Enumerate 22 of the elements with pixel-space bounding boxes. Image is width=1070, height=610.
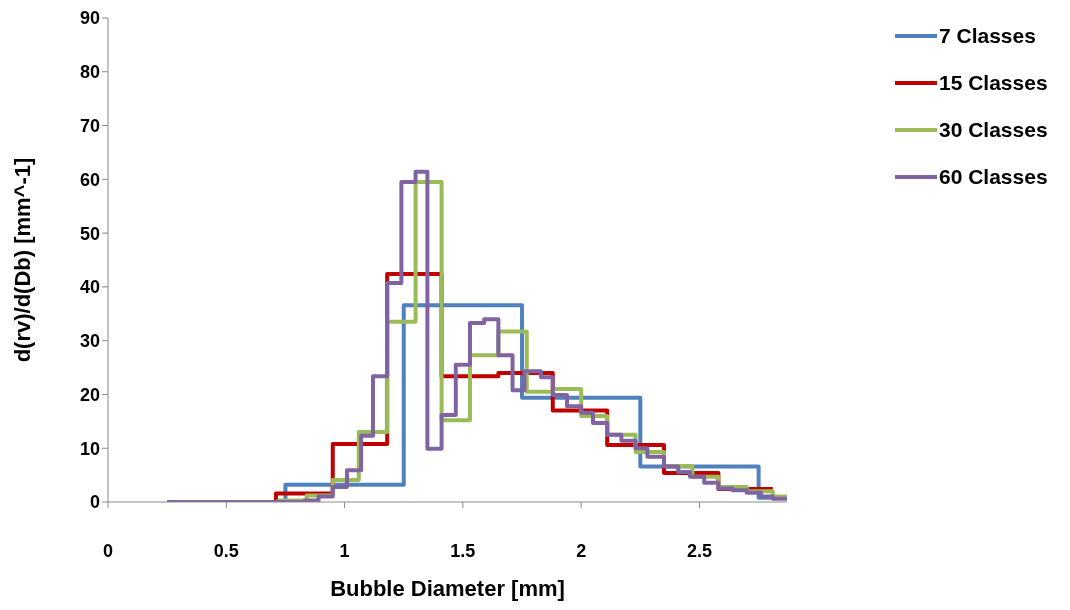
y-tick-label: 90: [79, 8, 100, 29]
x-tick-label: 2: [576, 540, 587, 561]
y-tick-label: 0: [89, 492, 100, 513]
x-tick-label: 1.5: [450, 540, 476, 561]
x-tick-label: 1: [339, 540, 350, 561]
y-tick-label: 60: [79, 169, 100, 190]
legend-label: 7 Classes: [939, 23, 1036, 48]
x-tick-label: 0: [102, 540, 114, 561]
legend-label: 60 Classes: [939, 164, 1048, 189]
y-tick-label: 30: [79, 331, 100, 352]
y-tick-label: 80: [79, 62, 100, 83]
y-tick-label: 40: [79, 277, 100, 298]
y-tick-label: 20: [79, 384, 100, 405]
y-tick-label: 10: [79, 438, 100, 459]
legend-label: 15 Classes: [939, 70, 1048, 95]
y-axis-title: d(rv)/d(Db) [mm^-1]: [9, 157, 35, 363]
y-tick-label: 50: [79, 223, 100, 244]
legend-label: 30 Classes: [939, 117, 1048, 142]
x-tick-label: 0.5: [213, 540, 239, 561]
y-tick-label: 70: [79, 115, 100, 136]
x-tick-label: 2.5: [686, 540, 712, 561]
x-axis-title: Bubble Diameter [mm]: [330, 576, 565, 601]
